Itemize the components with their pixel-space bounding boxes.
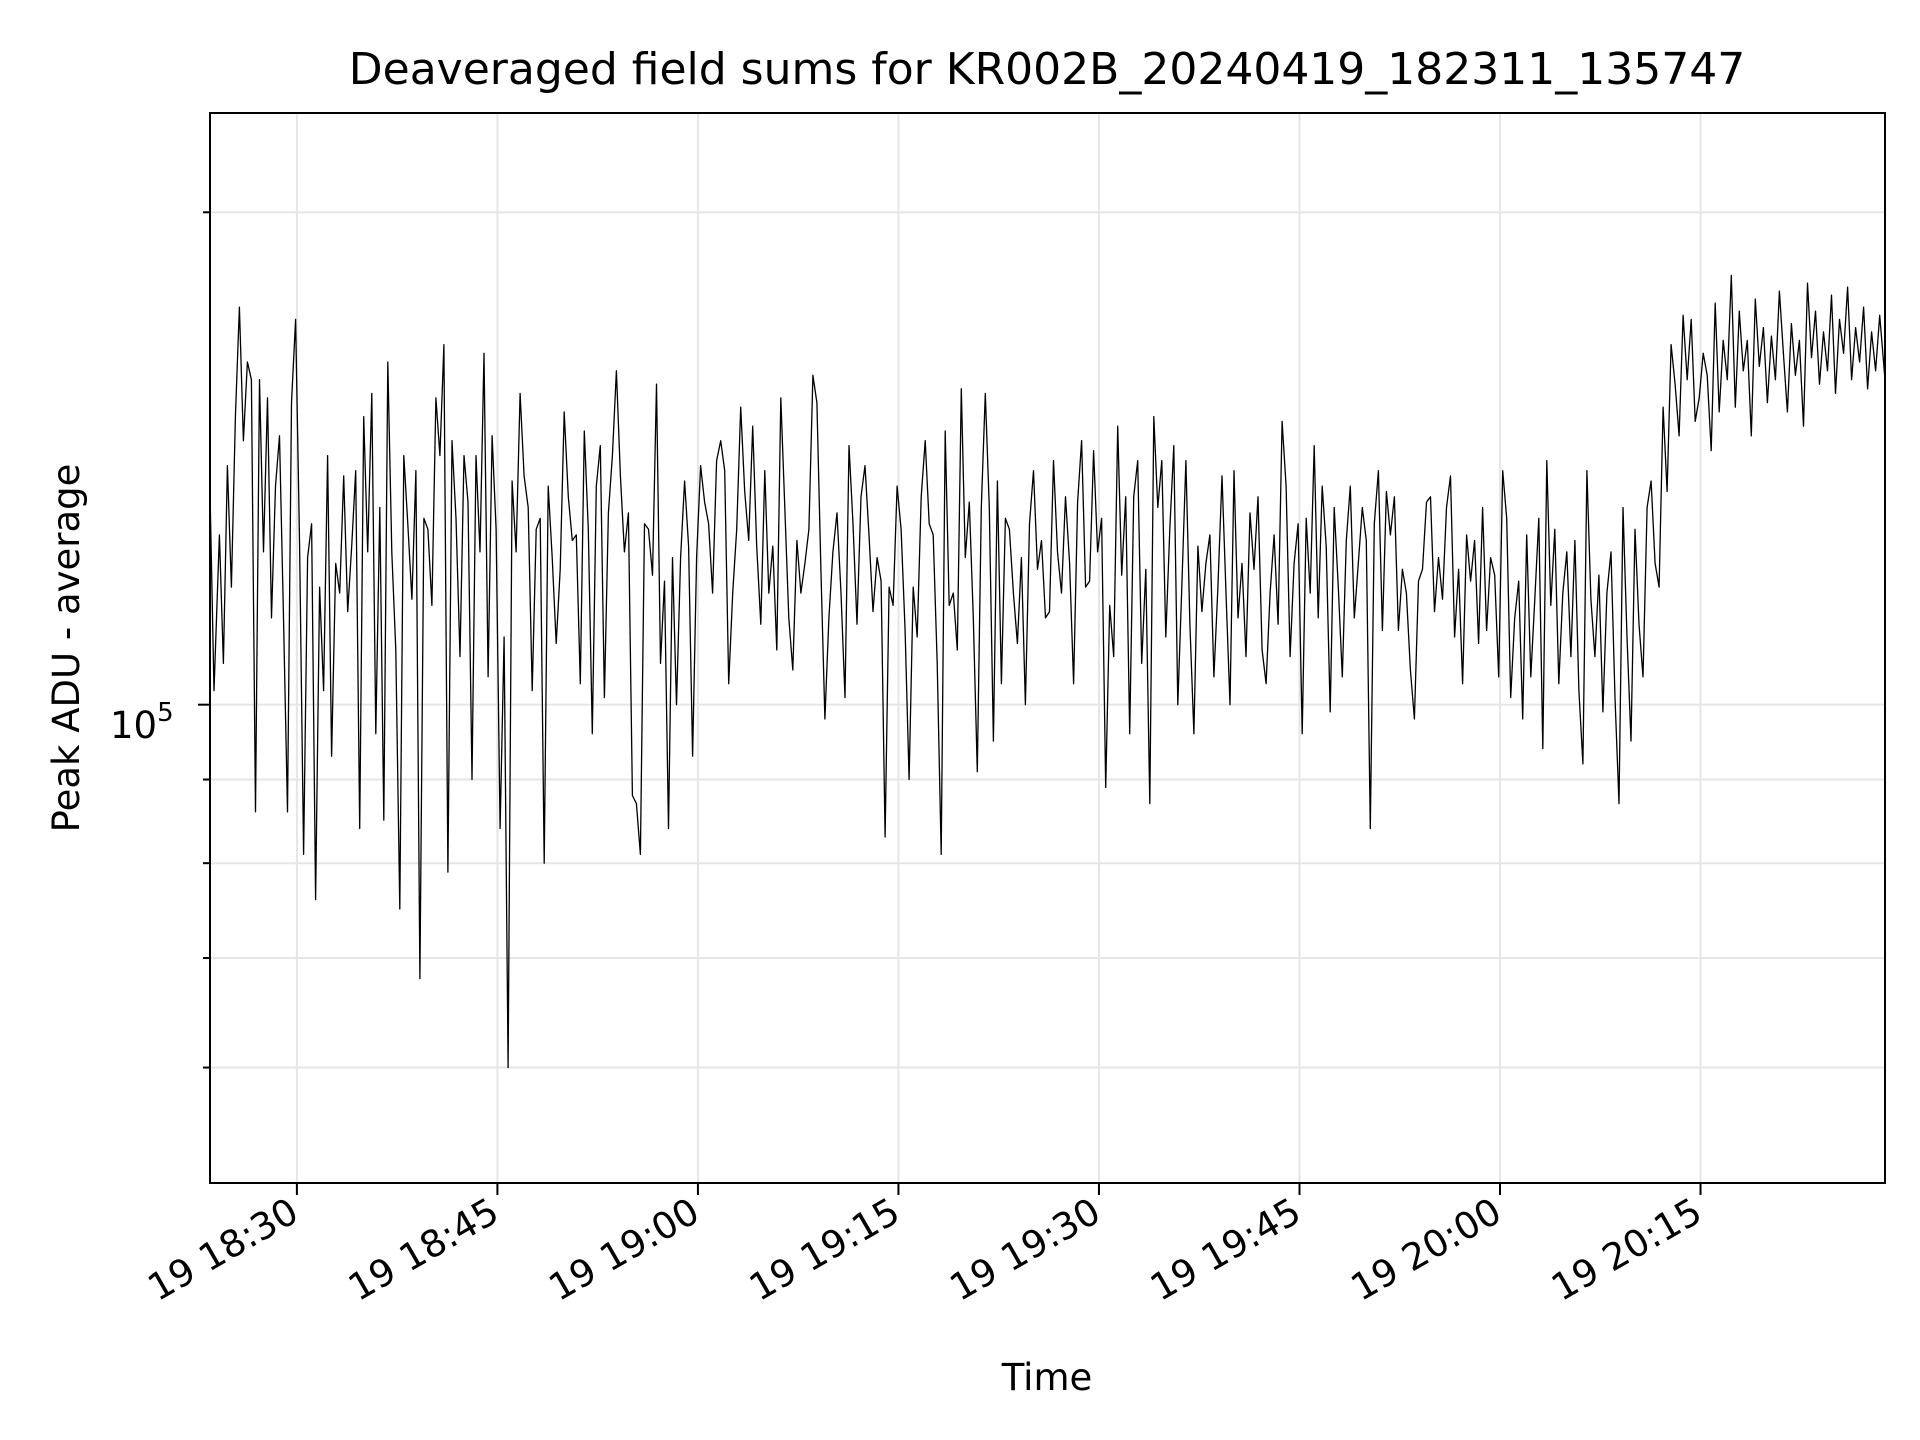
y-axis-label: Peak ADU - average — [45, 464, 88, 833]
y-axis — [198, 211, 210, 1069]
y-tick-label-major: 105 — [110, 698, 174, 747]
y-tick-label-exponent: 5 — [157, 698, 174, 728]
data-series-line — [209, 274, 1886, 1069]
series-layer — [209, 274, 1886, 1069]
x-axis-label: Time — [1001, 1356, 1093, 1399]
grid — [210, 113, 1885, 1183]
svg-text:105: 105 — [110, 698, 174, 747]
plot-frame — [209, 112, 1886, 1184]
chart-title: Deaveraged field sums for KR002B_2024041… — [349, 44, 1745, 95]
y-tick-label-base: 10 — [110, 704, 157, 747]
